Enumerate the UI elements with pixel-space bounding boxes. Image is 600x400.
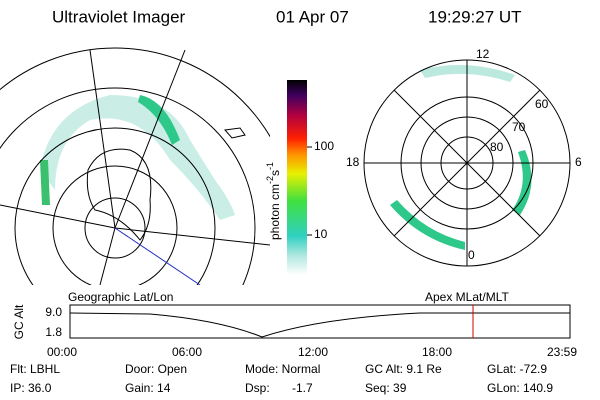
y-tick-label: 9.0: [45, 305, 62, 319]
x-tick-label: 00:00: [47, 345, 77, 359]
y-tick-label: 1.8: [45, 325, 62, 339]
info-field: Seq: 39: [365, 381, 407, 395]
x-tick-label: 18:00: [422, 345, 452, 359]
colorbar: 100 10 photon cm-2s-1: [265, 80, 334, 275]
polar-plot: 12 18 6 0 60 70 80: [346, 47, 582, 267]
info-field: Dsp:: [245, 381, 270, 395]
mlt-label: 18: [346, 155, 360, 169]
colorbar-tick: 100: [314, 139, 334, 153]
lat-label: 80: [490, 140, 504, 154]
left-panel-label: Geographic Lat/Lon: [68, 290, 173, 304]
colorbar-label: photon cm-2s-1: [265, 162, 282, 240]
info-value: -1.7: [292, 381, 313, 395]
info-field: Flt: LBHL: [10, 362, 60, 376]
unit: photon cm: [268, 184, 282, 240]
exp: -1: [265, 162, 275, 170]
colorbar-tick: 10: [314, 227, 328, 241]
x-tick-label: 06:00: [172, 345, 202, 359]
exp: -2: [265, 176, 275, 184]
mlt-label: 0: [468, 248, 475, 262]
altitude-plot: GC Alt 9.0 1.8 00:00 06:00 12:00 18:00 2…: [12, 304, 577, 359]
lat-label: 70: [512, 120, 526, 134]
info-field: Gain: 14: [125, 381, 171, 395]
info-field: IP: 36.0: [10, 381, 52, 395]
mlt-label: 6: [575, 155, 582, 169]
header: Ultraviolet Imager 01 Apr 07 19:29:27 UT: [52, 7, 522, 26]
info-field: Mode: Normal: [245, 362, 320, 376]
unit: s: [268, 170, 282, 176]
info-field: Door: Open: [125, 362, 187, 376]
mlt-label: 12: [476, 47, 490, 61]
info-field: GLat: -72.9: [487, 362, 547, 376]
geographic-map: [0, 47, 270, 285]
x-tick-label: 12:00: [298, 345, 328, 359]
info-field: GC Alt: 9.1 Re: [365, 362, 442, 376]
date: 01 Apr 07: [276, 7, 349, 26]
info-field: GLon: 140.9: [487, 381, 553, 395]
right-panel-label: Apex MLat/MLT: [425, 290, 509, 304]
time: 19:29:27 UT: [428, 7, 522, 26]
x-tick-label: 23:59: [547, 345, 577, 359]
lat-label: 60: [535, 97, 549, 111]
instrument: Ultraviolet Imager: [52, 7, 186, 26]
y-axis-label: GC Alt: [12, 304, 26, 339]
info-panel: -1.7 Flt: LBHL Door: Open Mode: Normal GC A…: [10, 362, 553, 395]
